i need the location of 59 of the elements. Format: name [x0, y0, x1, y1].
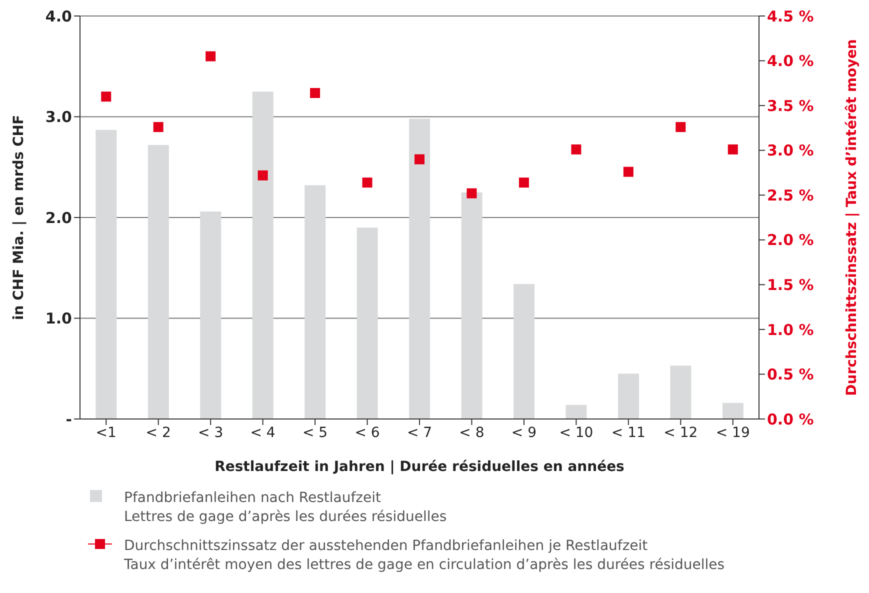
x-tick-label: < 5: [302, 424, 328, 441]
x-tick-label: < 2: [146, 424, 171, 441]
bar: [148, 144, 169, 419]
point: [571, 144, 582, 154]
y2-tick-label: 4.0 %: [767, 52, 814, 70]
point: [518, 178, 529, 188]
bar: [96, 130, 117, 419]
legend-label: Durchschnittszinssatz der ausstehenden Pfandbriefanleihen je Restlaufzeit Taux d’intérêt moyen des lettres de gage en circulation d’après les durées résiduelles: [124, 537, 725, 575]
bar: [618, 374, 639, 419]
x-tick-label: < 12: [664, 424, 698, 441]
y2-tick-label: 1.0 %: [767, 320, 814, 339]
point: [466, 188, 477, 198]
y2-tick-label: 2.5 %: [767, 186, 814, 204]
x-tick-label: < 3: [198, 424, 224, 441]
x-tick-label: < 19: [716, 424, 750, 441]
point: [101, 92, 112, 102]
x-tick-label: < 10: [559, 424, 594, 441]
point: [206, 51, 216, 62]
y-tick-label: 2.0: [45, 208, 72, 227]
point: [414, 154, 424, 164]
legend-label: Pfandbriefanleihen nach Restlaufzeit Lettres de gage d’après les durées résiduelles: [124, 489, 447, 527]
y2-tick-label: 3.5 %: [767, 96, 814, 115]
y-tick-label: 1.0: [45, 310, 72, 328]
point: [362, 178, 372, 188]
y2-tick-label: 3.0 %: [767, 142, 814, 160]
point: [310, 88, 320, 98]
bar: [409, 118, 430, 419]
bar: [356, 228, 378, 419]
y-tick-label: 4.0: [45, 7, 72, 26]
y2-tick-label: 2.0 %: [767, 231, 814, 250]
x-tick-label: < 11: [611, 424, 646, 441]
point: [623, 166, 634, 177]
y-tick-label: 3.0: [45, 108, 72, 126]
x-tick-label: < 4: [250, 424, 276, 441]
bar: [461, 192, 482, 419]
point: [728, 144, 738, 154]
point: [258, 170, 268, 180]
y2-tick-label: 1.5 %: [767, 276, 814, 294]
x-tick-label: < 6: [354, 424, 380, 441]
y2-tick-label: 0.5 %: [767, 366, 814, 384]
bar: [252, 92, 274, 419]
y-axis-title: in CHF Mia. | en mrds CHF: [10, 114, 27, 320]
bar: [514, 284, 535, 419]
y2-axis-title: Durchschnittszinssatz | Taux d’intérêt moyen: [844, 39, 860, 396]
bar: [670, 366, 692, 419]
x-axis-title: Restlaufzeit in Jahren | Durée résiduelles en années: [214, 459, 624, 475]
x-tick-label: < 7: [406, 424, 432, 441]
point: [153, 122, 164, 132]
y2-tick-label: 0.0 %: [767, 410, 814, 428]
x-tick-label: < 8: [459, 424, 484, 441]
bar: [304, 185, 326, 419]
bar: [200, 211, 222, 419]
y2-tick-label: 4.5 %: [767, 7, 814, 26]
y-tick-label: -: [66, 410, 72, 428]
x-tick-label: <1: [96, 424, 116, 441]
bar: [722, 402, 744, 419]
point: [676, 122, 686, 132]
x-tick-label: < 9: [511, 424, 537, 441]
bar: [566, 404, 587, 419]
